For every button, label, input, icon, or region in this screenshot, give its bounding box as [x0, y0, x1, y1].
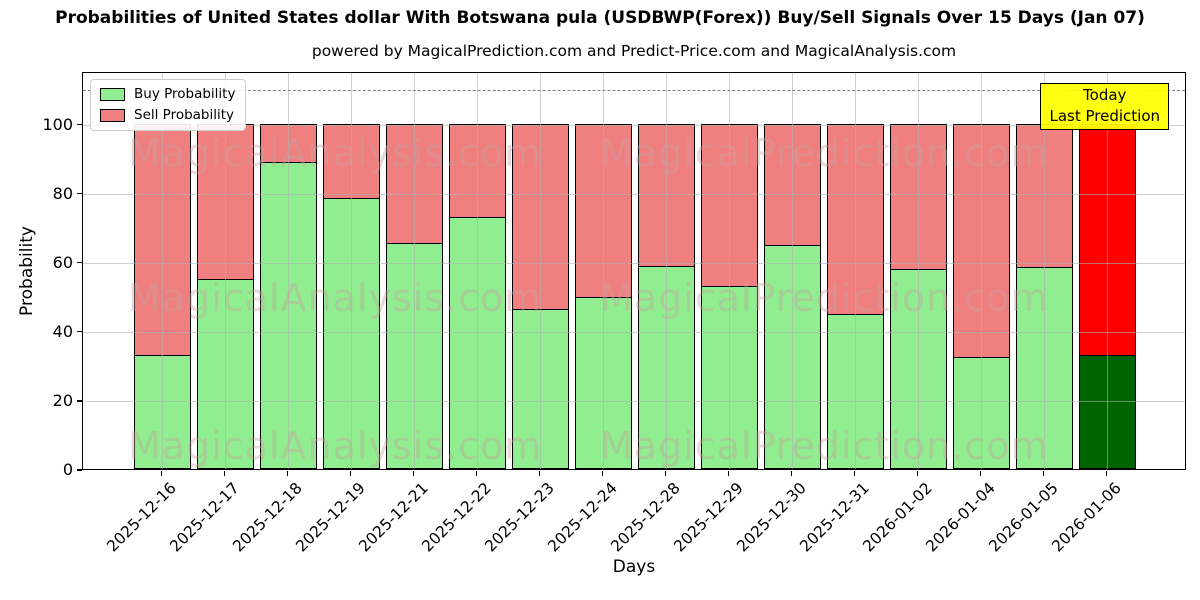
gridline-v [225, 73, 226, 469]
threshold-dashed-line [83, 90, 1185, 92]
gridline-v [666, 73, 667, 469]
gridline-v [792, 73, 793, 469]
today-annotation-box: Today Last Prediction [1040, 83, 1169, 130]
x-tick-mark [1105, 471, 1108, 477]
gridline-v [414, 73, 415, 469]
gridline-v [981, 73, 982, 469]
watermark-magicalanalysis: MagicalAnalysis.com [128, 131, 543, 175]
watermark-magicalanalysis: MagicalAnalysis.com [128, 276, 543, 320]
x-tick-mark [538, 471, 541, 477]
y-tick-label: 100 [42, 114, 73, 134]
annotation-line2: Last Prediction [1049, 107, 1160, 125]
x-tick-mark [475, 471, 478, 477]
x-tick-mark [664, 471, 667, 477]
legend-item-sell: Sell Probability [100, 107, 235, 123]
x-tick-mark [601, 471, 604, 477]
x-tick-mark [790, 471, 793, 477]
x-tick-mark [727, 471, 730, 477]
x-tick-mark [223, 471, 226, 477]
x-tick-mark [349, 471, 352, 477]
watermark-magicalprediction: MagicalPrediction.com [600, 424, 1049, 468]
gridline-h [83, 332, 1185, 334]
buy-swatch-icon [100, 87, 125, 101]
gridline-h [83, 263, 1185, 265]
x-tick-mark [916, 471, 919, 477]
chart-title: Probabilities of United States dollar Wi… [55, 8, 1145, 28]
watermark-magicalprediction: MagicalPrediction.com [600, 131, 1049, 175]
gridline-h [83, 194, 1185, 196]
x-tick-mark [853, 471, 856, 477]
plot-area: Buy Probability Sell Probability Today L… [82, 72, 1186, 470]
y-tick-mark [77, 192, 82, 195]
gridline-v [288, 73, 289, 469]
y-tick-label: 0 [62, 460, 73, 479]
gridline-v [855, 73, 856, 469]
watermark-magicalprediction: MagicalPrediction.com [600, 276, 1049, 320]
gridline-v [918, 73, 919, 469]
gridline-h [83, 401, 1185, 403]
gridline-v [729, 73, 730, 469]
y-tick-mark [77, 123, 82, 126]
x-tick-mark [1042, 471, 1045, 477]
gridline-v [162, 73, 163, 469]
sell-swatch-icon [100, 108, 125, 122]
gridline-v [1044, 73, 1045, 469]
chart-subtitle: powered by MagicalPrediction.com and Pre… [311, 42, 957, 60]
x-tick-mark [979, 471, 982, 477]
gridline-v [351, 73, 352, 469]
legend-sell-label: Sell Probability [134, 107, 235, 123]
y-tick-label: 80 [52, 183, 73, 203]
legend-buy-label: Buy Probability [134, 86, 236, 102]
y-tick-mark [77, 262, 82, 264]
gridline-v [1107, 73, 1108, 469]
y-tick-label: 20 [52, 390, 73, 410]
gridline-v [477, 73, 478, 469]
x-tick-mark [412, 471, 415, 477]
y-tick-mark [77, 331, 82, 333]
watermark-magicalanalysis: MagicalAnalysis.com [128, 424, 543, 468]
gridline-h [83, 125, 1185, 126]
y-tick-label: 60 [52, 252, 73, 272]
chart-legend: Buy Probability Sell Probability [90, 79, 247, 131]
gridline-v [540, 73, 541, 469]
y-axis-label: Probability [17, 226, 37, 316]
y-tick-mark [77, 400, 82, 402]
gridline-v [603, 73, 604, 469]
x-tick-mark [160, 471, 163, 477]
x-axis-label: Days [612, 557, 656, 577]
y-tick-mark [77, 469, 82, 471]
legend-item-buy: Buy Probability [100, 86, 235, 102]
y-tick-label: 40 [52, 321, 73, 341]
x-tick-mark [286, 471, 289, 477]
annotation-line1: Today [1083, 86, 1127, 104]
